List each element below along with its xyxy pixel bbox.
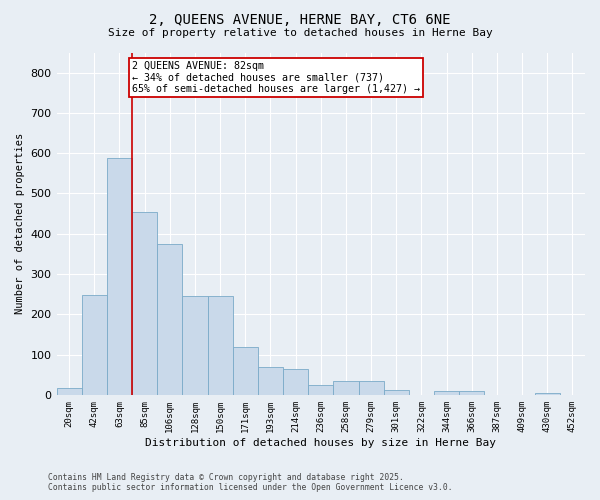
Bar — [182, 296, 208, 395]
Y-axis label: Number of detached properties: Number of detached properties — [15, 133, 25, 314]
X-axis label: Distribution of detached houses by size in Herne Bay: Distribution of detached houses by size … — [145, 438, 496, 448]
Bar — [107, 158, 132, 395]
Bar — [82, 295, 107, 395]
Bar — [535, 393, 560, 395]
Bar — [383, 390, 409, 395]
Bar — [258, 366, 283, 395]
Bar — [157, 244, 182, 395]
Bar — [233, 346, 258, 395]
Bar — [308, 385, 334, 395]
Bar — [56, 388, 82, 395]
Text: Contains HM Land Registry data © Crown copyright and database right 2025.
Contai: Contains HM Land Registry data © Crown c… — [48, 473, 452, 492]
Text: 2, QUEENS AVENUE, HERNE BAY, CT6 6NE: 2, QUEENS AVENUE, HERNE BAY, CT6 6NE — [149, 12, 451, 26]
Bar — [208, 296, 233, 395]
Bar — [434, 391, 459, 395]
Bar — [459, 391, 484, 395]
Bar — [359, 380, 383, 395]
Text: 2 QUEENS AVENUE: 82sqm
← 34% of detached houses are smaller (737)
65% of semi-de: 2 QUEENS AVENUE: 82sqm ← 34% of detached… — [132, 60, 420, 94]
Text: Size of property relative to detached houses in Herne Bay: Size of property relative to detached ho… — [107, 28, 493, 38]
Bar — [132, 212, 157, 395]
Bar — [334, 380, 359, 395]
Bar — [283, 368, 308, 395]
